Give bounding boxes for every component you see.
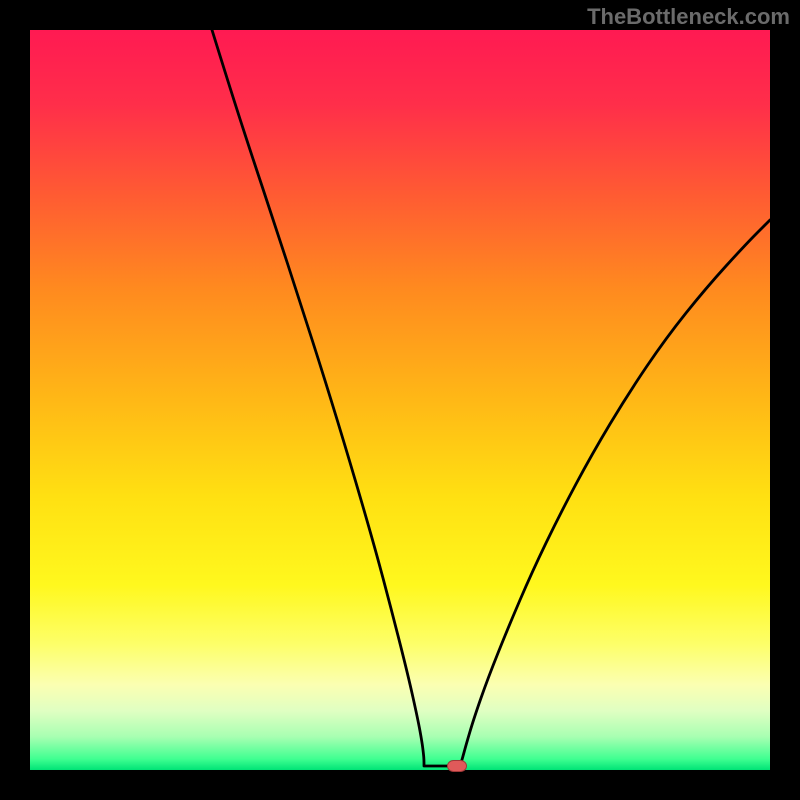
bottleneck-curve — [30, 30, 770, 770]
minimum-marker — [447, 760, 467, 772]
chart-container: TheBottleneck.com — [0, 0, 800, 800]
plot-area — [30, 30, 770, 770]
watermark-text: TheBottleneck.com — [587, 4, 790, 30]
